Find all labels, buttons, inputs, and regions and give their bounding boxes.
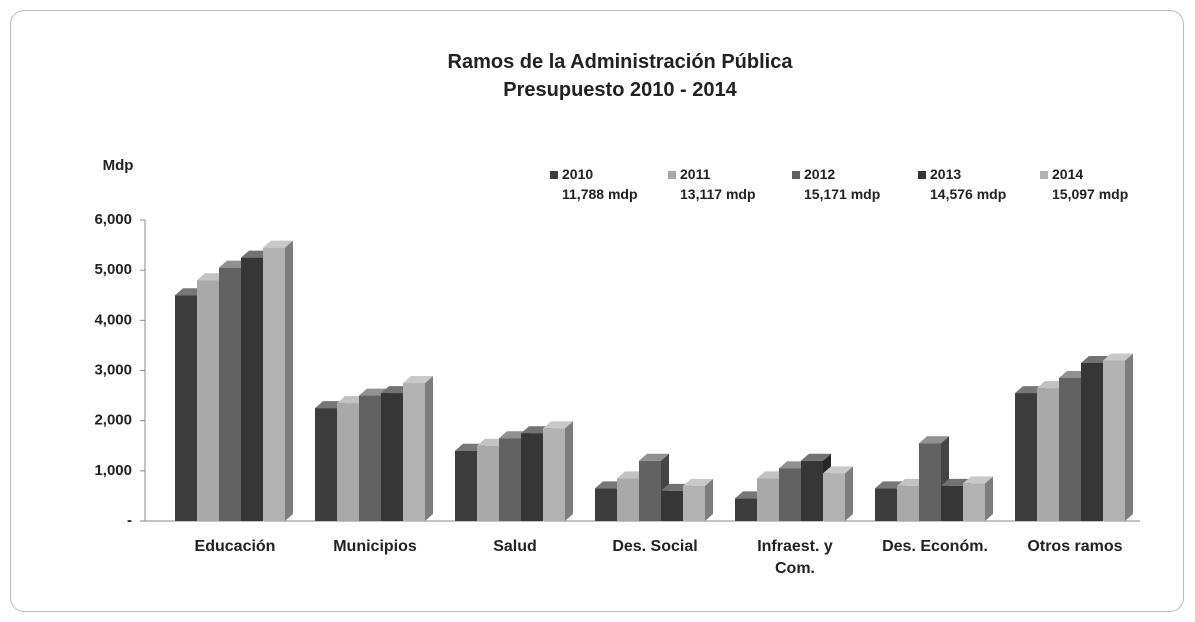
bar-top [403, 376, 433, 384]
legend-item: 2010 11,788 mdp [550, 166, 638, 202]
bar-side [425, 376, 433, 521]
bar [1103, 360, 1125, 521]
bar-top [963, 476, 993, 484]
y-tick-label: 3,000 [94, 361, 132, 378]
legend-total: 14,576 mdp [930, 186, 1007, 202]
y-tick-label: 6,000 [94, 211, 132, 228]
bar [455, 450, 477, 521]
x-tick-label: Educación [194, 538, 276, 555]
x-tick-label: Municipios [333, 538, 417, 555]
x-tick-label: Des. Económ. [882, 538, 988, 555]
x-tick-label: Infraest. y Com. [757, 538, 833, 577]
bar-top [919, 436, 949, 444]
legend-total: 13,117 mdp [680, 186, 756, 202]
bar [595, 488, 617, 521]
bar [801, 460, 823, 521]
bar [499, 438, 521, 521]
bar [1081, 362, 1103, 521]
bar [197, 280, 219, 521]
bar [521, 433, 543, 521]
bar-top [801, 453, 831, 461]
bar-side [285, 240, 293, 521]
bar [941, 485, 963, 521]
bar [543, 428, 565, 521]
legend-total: 15,171 mdp [804, 186, 881, 202]
legend-item: 2014 15,097 mdp [1040, 166, 1128, 202]
bar [403, 383, 425, 521]
legend-swatch [550, 171, 558, 179]
bar-top [1103, 353, 1133, 361]
bar [381, 393, 403, 521]
bar [757, 478, 779, 521]
chart-title: Ramos de la Administración Pública Presu… [447, 51, 793, 101]
y-tick-label: 1,000 [94, 462, 132, 479]
legend-name: 2010 [562, 166, 594, 182]
bar-side [565, 421, 573, 521]
legend-name: 2011 [680, 166, 711, 182]
legend-name: 2014 [1052, 166, 1084, 182]
y-tick-label: - [127, 512, 132, 529]
bar [735, 498, 757, 521]
bar [1015, 393, 1037, 521]
legend-total: 11,788 mdp [562, 186, 638, 202]
bar [919, 443, 941, 521]
y-axis-label: Mdp [103, 157, 134, 174]
x-tick-label: Otros ramos [1027, 538, 1123, 555]
bar [477, 445, 499, 521]
bar [263, 247, 285, 521]
bar [823, 473, 845, 521]
bar [241, 257, 263, 521]
bar-top [683, 478, 713, 486]
y-tick-label: 4,000 [94, 311, 132, 328]
bar [779, 468, 801, 521]
bar-top [823, 466, 853, 474]
bar-top [543, 421, 573, 429]
legend-swatch [1040, 171, 1048, 179]
y-tick-label: 2,000 [94, 412, 132, 429]
x-tick-label: Salud [493, 538, 537, 555]
bar [683, 485, 705, 521]
legend-item: 2011 13,117 mdp [668, 166, 756, 202]
bar [897, 485, 919, 521]
legend-item: 2012 15,171 mdp [792, 166, 880, 202]
y-tick-label: 5,000 [94, 261, 132, 278]
legend-swatch [792, 171, 800, 179]
legend-swatch [918, 171, 926, 179]
bar [661, 490, 683, 521]
bar [337, 403, 359, 521]
bar [617, 478, 639, 521]
bar [875, 488, 897, 521]
bar [359, 395, 381, 521]
bar-side [705, 478, 713, 521]
bar [315, 408, 337, 521]
bar [1037, 388, 1059, 521]
bar [639, 460, 661, 521]
legend-item: 2013 14,576 mdp [918, 166, 1006, 202]
x-tick-label: Des. Social [612, 538, 698, 555]
bar-side [845, 466, 853, 521]
chart-frame [10, 10, 1184, 612]
bar [963, 483, 985, 521]
legend-name: 2012 [804, 166, 836, 182]
bar [1059, 378, 1081, 521]
legend-swatch [668, 171, 676, 179]
legend-name: 2013 [930, 166, 962, 182]
bar-side [985, 476, 993, 521]
bar [175, 295, 197, 521]
bar-top [639, 453, 669, 461]
bar-top [263, 240, 293, 248]
legend-total: 15,097 mdp [1052, 186, 1129, 202]
bar [219, 267, 241, 521]
bar-side [1125, 353, 1133, 521]
